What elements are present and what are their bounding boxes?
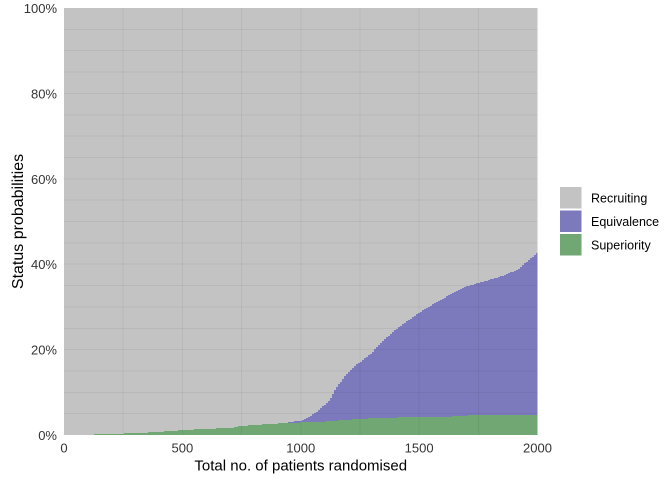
x-axis-tick-labels: 0 500 1000 1500 2000 — [60, 441, 552, 456]
plot-areas — [64, 8, 538, 435]
legend-label: Recruiting — [591, 191, 647, 205]
gridlines — [64, 8, 538, 435]
y-tick-label: 0% — [38, 428, 57, 443]
legend-label: Superiority — [591, 238, 651, 252]
x-tick-label: 1500 — [405, 441, 434, 456]
legend-swatch-superiority — [560, 234, 582, 256]
area-superiority — [64, 415, 538, 435]
legend-swatch-recruiting — [560, 187, 582, 209]
legend-swatch-equivalence — [560, 210, 582, 232]
y-axis-tick-labels: 0% 20% 40% 60% 80% 100% — [24, 1, 58, 443]
y-tick-label: 60% — [31, 172, 57, 187]
x-tick-label: 1000 — [286, 441, 315, 456]
y-tick-label: 40% — [31, 257, 57, 272]
y-tick-label: 80% — [31, 86, 57, 101]
legend-entry: Equivalence — [560, 210, 659, 232]
legend-label: Equivalence — [591, 215, 659, 229]
legend-entry: Superiority — [560, 234, 651, 256]
y-axis-title: Status probabilities — [10, 154, 27, 289]
x-tick-label: 2000 — [523, 441, 552, 456]
x-axis-title: Total no. of patients randomised — [194, 458, 407, 475]
x-tick-label: 500 — [172, 441, 194, 456]
area-equivalence — [64, 253, 538, 435]
legend: Recruiting Equivalence Superiority — [560, 187, 659, 256]
y-tick-label: 100% — [24, 1, 58, 16]
y-tick-label: 20% — [31, 343, 57, 358]
x-tick-label: 0 — [60, 441, 67, 456]
legend-entry: Recruiting — [560, 187, 647, 209]
